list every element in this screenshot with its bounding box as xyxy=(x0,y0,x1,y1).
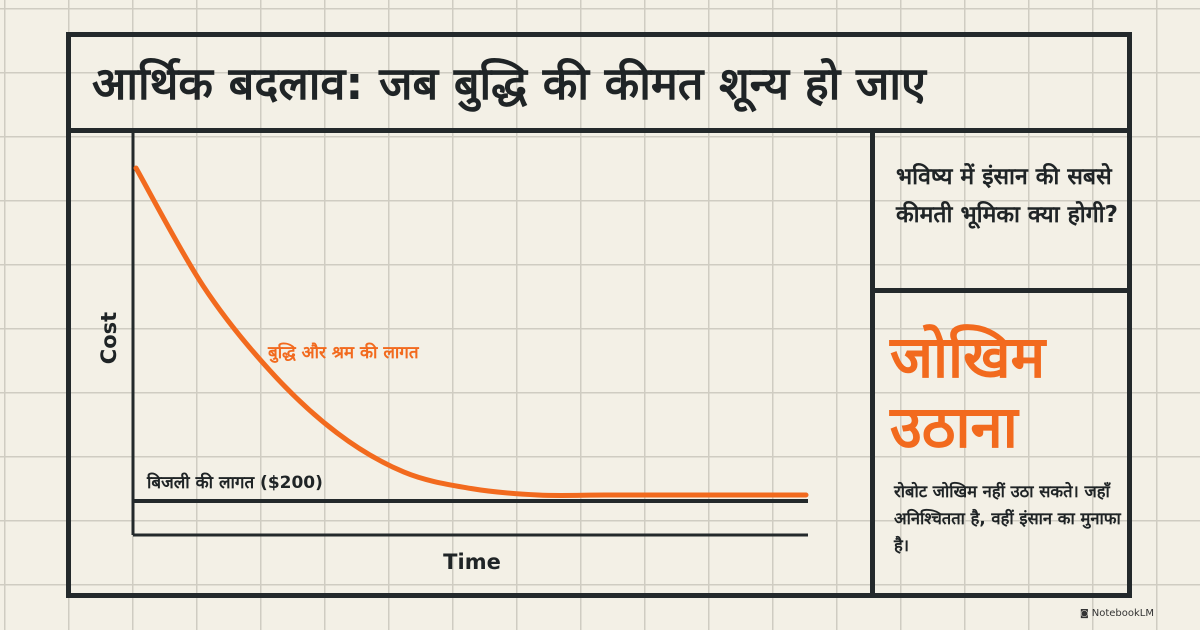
x-axis-label: Time xyxy=(443,550,501,574)
risk-description: रोबोट जोखिम नहीं उठा सकते। जहाँ अनिश्चित… xyxy=(894,482,1121,555)
y-axis-label: Cost xyxy=(97,312,121,364)
curve-label: बुद्धि और श्रम की लागत xyxy=(267,342,420,363)
future-role-question: भविष्य में इंसान की सबसे कीमती भूमिका क्… xyxy=(896,164,1118,228)
electricity-cost-label: बिजली की लागत ($200) xyxy=(146,472,323,493)
outer-frame xyxy=(66,32,1132,598)
notebooklm-logo-icon: ◙ xyxy=(1080,609,1089,619)
page-title: आर्थिक बदलाव: जब बुद्धि की कीमत शून्य हो… xyxy=(92,57,926,110)
side-panel xyxy=(870,130,1132,598)
title-divider xyxy=(66,128,1132,133)
watermark-text: NotebookLM xyxy=(1091,608,1154,619)
cost-chart: Cost Time बुद्धि और श्रम की लागत बिजली क… xyxy=(97,133,809,574)
side-panel-divider xyxy=(870,288,1132,293)
risk-taking-answer: जोखिम उठाना xyxy=(890,323,1046,461)
notebooklm-watermark: ◙ NotebookLM xyxy=(1080,608,1154,619)
intelligence-cost-curve xyxy=(133,165,809,498)
